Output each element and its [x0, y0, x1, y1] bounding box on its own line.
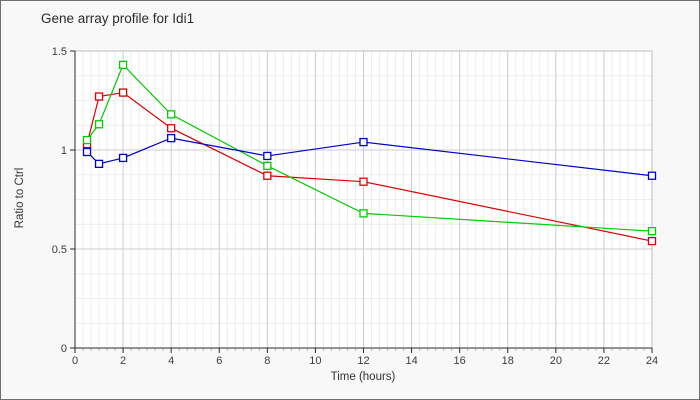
series-green-marker: [118, 60, 128, 70]
series-red-marker: [359, 177, 368, 186]
x-tick-label: 4: [168, 355, 174, 367]
x-tick-label: 16: [454, 355, 466, 367]
x-tick-label: 6: [216, 355, 222, 367]
series-red-marker: [647, 236, 657, 246]
x-tick-label: 24: [646, 355, 658, 367]
series-green-marker: [94, 120, 104, 129]
series-blue-marker: [94, 159, 104, 169]
series-blue-marker: [82, 147, 92, 157]
x-tick-label: 8: [264, 355, 270, 367]
y-tick-label: 0: [61, 343, 67, 355]
x-tick-label: 12: [357, 355, 369, 367]
x-tick-label: 14: [405, 355, 417, 367]
series-red-marker: [263, 171, 272, 180]
x-tick-label: 18: [502, 355, 514, 367]
series-red-marker: [118, 88, 128, 97]
y-tick-label: 1.5: [52, 46, 67, 58]
series-blue-marker: [263, 151, 272, 161]
x-tick-label: 0: [72, 355, 78, 367]
series-green-marker: [647, 227, 657, 236]
x-tick-label: 2: [120, 355, 126, 367]
x-tick-label: 10: [309, 355, 321, 367]
y-tick-label: 0.5: [52, 244, 67, 256]
series-green-marker: [263, 161, 272, 170]
x-axis-title: Time (hours): [330, 371, 396, 383]
series-blue-marker: [118, 153, 128, 163]
series-blue-marker: [359, 137, 368, 147]
series-red-marker: [94, 92, 104, 101]
y-tick-label: 1: [61, 145, 67, 157]
series-green-marker: [82, 135, 92, 145]
series-green-marker: [167, 110, 176, 119]
chart-title: Gene array profile for Idi1: [41, 11, 195, 26]
series-green-marker: [359, 209, 368, 218]
series-blue-marker: [647, 171, 657, 180]
x-tick-label: 22: [598, 355, 610, 367]
series-blue-marker: [167, 133, 176, 143]
series-red-marker: [167, 124, 176, 133]
y-axis-title: Ratio to Ctrl: [14, 167, 26, 229]
x-tick-label: 20: [550, 355, 562, 367]
